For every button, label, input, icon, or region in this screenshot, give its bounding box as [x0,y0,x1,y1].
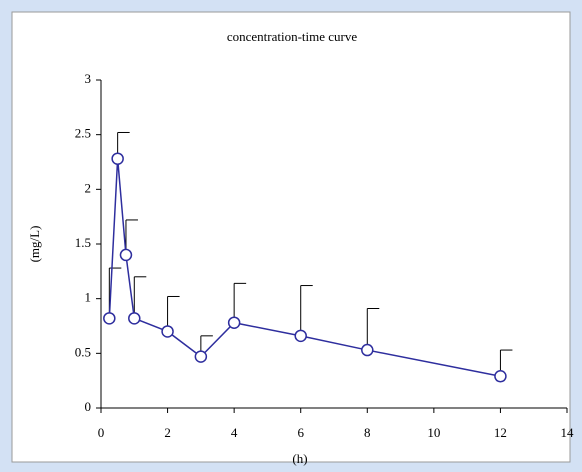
x-tick-label: 4 [231,425,238,440]
data-point [128,312,141,325]
data-point [294,329,307,343]
data-point [161,325,174,338]
y-axis-label: (mg/L) [27,226,42,263]
data-point [111,152,124,165]
y-tick-label: 3 [85,71,92,86]
data-point [227,316,241,329]
series-line [108,158,501,378]
x-tick-label: 8 [364,425,371,440]
y-tick-label: 1 [85,290,92,305]
y-tick-label: 0 [85,399,92,414]
chart-panel [11,11,571,463]
data-point [494,370,507,383]
data-point [361,343,374,357]
x-tick-label: 2 [164,425,171,440]
y-tick-label: 1.5 [75,235,91,250]
data-point [103,312,116,325]
data-point [194,350,208,363]
data-point [119,248,133,262]
y-tick-label: 2 [85,180,92,195]
x-tick-label: 10 [427,425,440,440]
y-tick-label: 0.5 [75,344,91,359]
y-tick-label: 2.5 [75,126,91,141]
x-tick-label: 6 [297,425,304,440]
x-axis-label: (h) [292,451,307,466]
x-tick-label: 0 [98,425,105,440]
chart-title: concentration-time curve [227,29,358,44]
x-tick-label: 12 [494,425,507,440]
x-tick-label: 14 [561,425,575,440]
